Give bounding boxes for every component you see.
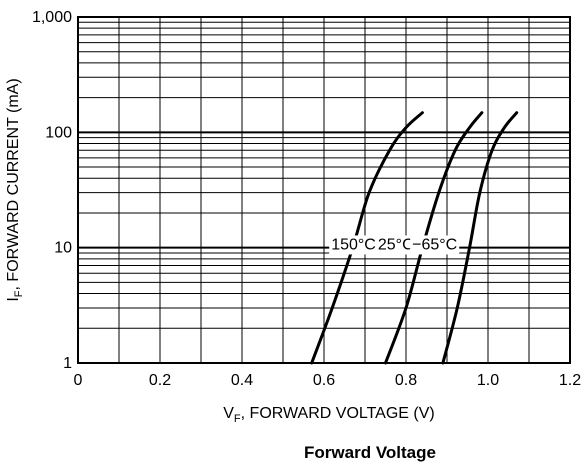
x-tick-label: 1.2 [559, 372, 581, 389]
x-axis-label-sub: F [234, 413, 241, 425]
x-axis-label-main: V [223, 405, 234, 422]
y-tick-label: 1 [63, 355, 72, 372]
x-axis-label: VF, FORWARD VOLTAGE (V) [223, 405, 435, 425]
y-axis-label: IF, FORWARD CURRENT (mA) [5, 78, 25, 301]
series-curve-0 [310, 111, 424, 365]
x-tick-label: 0.8 [395, 372, 417, 389]
x-tick-labels: 0 0.2 0.4 0.6 0.8 1.0 1.2 [74, 372, 582, 389]
series-curves [310, 111, 519, 365]
series-label-1: 25°C [378, 236, 414, 253]
x-tick-label: 0.2 [149, 372, 171, 389]
y-axis-label-sub: F [13, 290, 25, 297]
series-curve-2 [441, 111, 519, 365]
grid-lines [78, 17, 570, 363]
series-curve-1 [384, 111, 484, 365]
x-tick-label: 0.6 [313, 372, 335, 389]
series-label-bg-1 [375, 235, 416, 255]
series-label-2: −65°C [412, 236, 457, 253]
series-label-0: 150°C [331, 236, 376, 253]
x-axis-label-rest: , FORWARD VOLTAGE (V) [241, 405, 435, 422]
plot-frame [77, 16, 571, 364]
series-labels: 150°C 25°C−65°C [329, 235, 460, 255]
y-tick-label: 100 [45, 124, 72, 141]
x-tick-label: 1.0 [477, 372, 499, 389]
x-tick-label: 0.4 [231, 372, 253, 389]
y-tick-label: 10 [54, 240, 72, 257]
x-tick-label: 0 [74, 372, 83, 389]
series-label-bg-0 [329, 235, 378, 255]
y-tick-labels: 1 10 100 1,000 [32, 9, 72, 372]
y-tick-label: 1,000 [32, 9, 72, 26]
y-axis-label-rest: , FORWARD CURRENT (mA) [5, 78, 22, 290]
series-label-bg-2 [410, 235, 460, 255]
y-axis-label-main: I [5, 297, 22, 301]
chart-title: Forward Voltage [304, 443, 436, 462]
